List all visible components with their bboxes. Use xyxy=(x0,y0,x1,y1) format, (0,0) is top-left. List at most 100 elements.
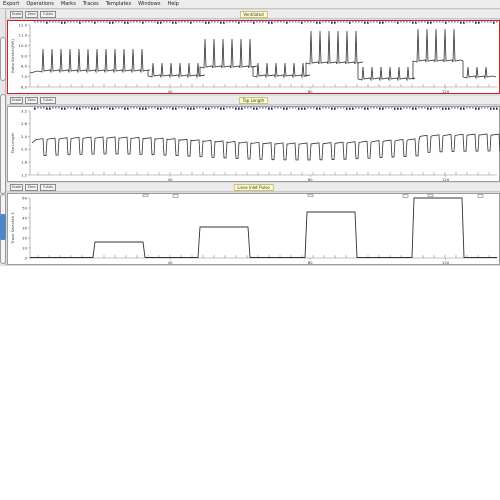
event-mark xyxy=(79,107,81,110)
event-mark xyxy=(46,21,48,24)
event-mark xyxy=(289,107,291,109)
event-mark xyxy=(208,21,210,24)
event-mark xyxy=(439,21,441,23)
event-mark xyxy=(406,21,408,23)
panel-resize-handle[interactable] xyxy=(0,94,6,194)
plot-area[interactable]: 60 50 40 30 20 10 0 Trace Selected 3 40 80 120 xyxy=(7,193,500,265)
event-mark xyxy=(424,21,426,23)
y-tick-label: 40 xyxy=(22,215,27,220)
y-tick-label: 6.0 xyxy=(21,84,28,89)
event-mark xyxy=(121,107,123,109)
event-mark xyxy=(166,21,168,23)
channel-title: Ventilated xyxy=(239,11,268,18)
menu-operations[interactable]: Operations xyxy=(26,1,54,7)
event-mark xyxy=(76,21,78,23)
y-tick-label: 0 xyxy=(25,255,28,260)
event-mark xyxy=(280,107,282,109)
menu-templates[interactable]: Templates xyxy=(105,1,132,7)
event-mark xyxy=(193,21,195,23)
trace-plot[interactable]: 60 50 40 30 20 10 0 Trace Selected 3 40 80 120 xyxy=(8,194,500,266)
active-channel-marker[interactable] xyxy=(0,214,6,240)
menu-windows[interactable]: Windows xyxy=(138,1,161,7)
event-mark xyxy=(34,107,36,110)
event-mark xyxy=(301,21,303,24)
event-mark xyxy=(247,107,249,109)
event-mark xyxy=(43,107,45,109)
zero-button[interactable]: Zero xyxy=(25,97,38,104)
trace-plot[interactable]: 3.2 2.8 2.4 2.0 1.6 1.2 Tap Length 40 80 120 xyxy=(8,107,500,183)
event-mark xyxy=(67,21,69,23)
event-mark xyxy=(328,21,330,23)
event-mark xyxy=(493,21,495,24)
menu-traces[interactable]: Traces xyxy=(82,1,99,7)
event-mark xyxy=(343,107,345,109)
scale-button[interactable]: Scale xyxy=(10,11,23,18)
y-axis-button[interactable]: Y-Axis xyxy=(40,11,56,18)
event-mark xyxy=(373,21,375,23)
event-mark xyxy=(55,107,57,109)
event-mark xyxy=(412,107,414,110)
channel-header: Scale Zero Y-Axis Ventilated xyxy=(7,10,500,19)
event-mark xyxy=(310,107,312,109)
event-mark xyxy=(402,194,409,198)
event-mark xyxy=(307,107,309,109)
y-axis-button[interactable]: Y-Axis xyxy=(40,184,56,191)
event-mark xyxy=(370,21,372,23)
event-mark xyxy=(136,107,138,109)
event-mark xyxy=(76,107,78,110)
event-mark xyxy=(385,21,387,23)
event-mark xyxy=(460,107,462,110)
event-mark xyxy=(442,21,444,23)
channel-header: Scale Zero Y-Axis Lines Inlet Pulse xyxy=(7,183,500,192)
menu-help[interactable]: Help xyxy=(167,1,179,7)
event-mark xyxy=(112,21,114,24)
event-mark xyxy=(379,21,381,24)
event-mark xyxy=(469,107,471,109)
menu-marks[interactable]: Marks xyxy=(60,1,76,7)
event-mark xyxy=(406,107,408,109)
zero-button[interactable]: Zero xyxy=(25,184,38,191)
event-mark xyxy=(64,21,66,24)
signal-trace xyxy=(29,28,497,82)
event-mark xyxy=(454,107,456,109)
event-mark xyxy=(388,21,390,23)
event-mark xyxy=(268,21,270,24)
event-mark xyxy=(340,107,342,109)
event-mark xyxy=(424,107,426,109)
scale-button[interactable]: Scale xyxy=(10,184,23,191)
event-mark xyxy=(238,107,240,110)
event-mark xyxy=(475,107,477,110)
panel-resize-handle[interactable] xyxy=(0,37,6,81)
plot-area[interactable]: 3.2 2.8 2.4 2.0 1.6 1.2 Tap Length 40 80 120 xyxy=(7,106,500,182)
event-mark xyxy=(337,107,339,109)
event-mark xyxy=(217,21,219,23)
trace-plot[interactable]: 12.0 11.0 10.0 9.0 8.0 7.0 6.0 Ratio Stretch(RP… xyxy=(8,21,500,95)
event-mark xyxy=(64,107,66,110)
event-mark xyxy=(106,21,108,23)
event-mark xyxy=(214,107,216,109)
event-mark xyxy=(139,21,141,23)
event-mark xyxy=(175,21,177,24)
event-mark xyxy=(370,107,372,109)
event-mark xyxy=(307,21,309,23)
event-mark xyxy=(310,21,312,23)
event-mark xyxy=(115,107,117,109)
event-mark xyxy=(40,21,42,23)
event-mark xyxy=(262,21,264,23)
event-mark xyxy=(295,107,297,109)
event-mark xyxy=(478,107,480,110)
event-mark xyxy=(268,107,270,110)
event-mark xyxy=(100,21,102,23)
event-mark xyxy=(58,107,60,109)
event-mark xyxy=(232,21,234,23)
y-axis-button[interactable]: Y-Axis xyxy=(40,97,56,104)
scale-button[interactable]: Scale xyxy=(10,97,23,104)
event-mark xyxy=(118,21,120,23)
zero-button[interactable]: Zero xyxy=(25,11,38,18)
channel-panel-lines-inlet-pulse: Scale Zero Y-Axis Lines Inlet Pulse 60 50… xyxy=(7,183,500,265)
plot-area[interactable]: 12.0 11.0 10.0 9.0 8.0 7.0 6.0 Ratio Stretch(RP… xyxy=(7,20,500,94)
event-mark xyxy=(82,21,84,23)
event-mark xyxy=(142,107,144,110)
menu-export[interactable]: Export xyxy=(3,1,20,7)
signal-trace xyxy=(31,133,500,161)
